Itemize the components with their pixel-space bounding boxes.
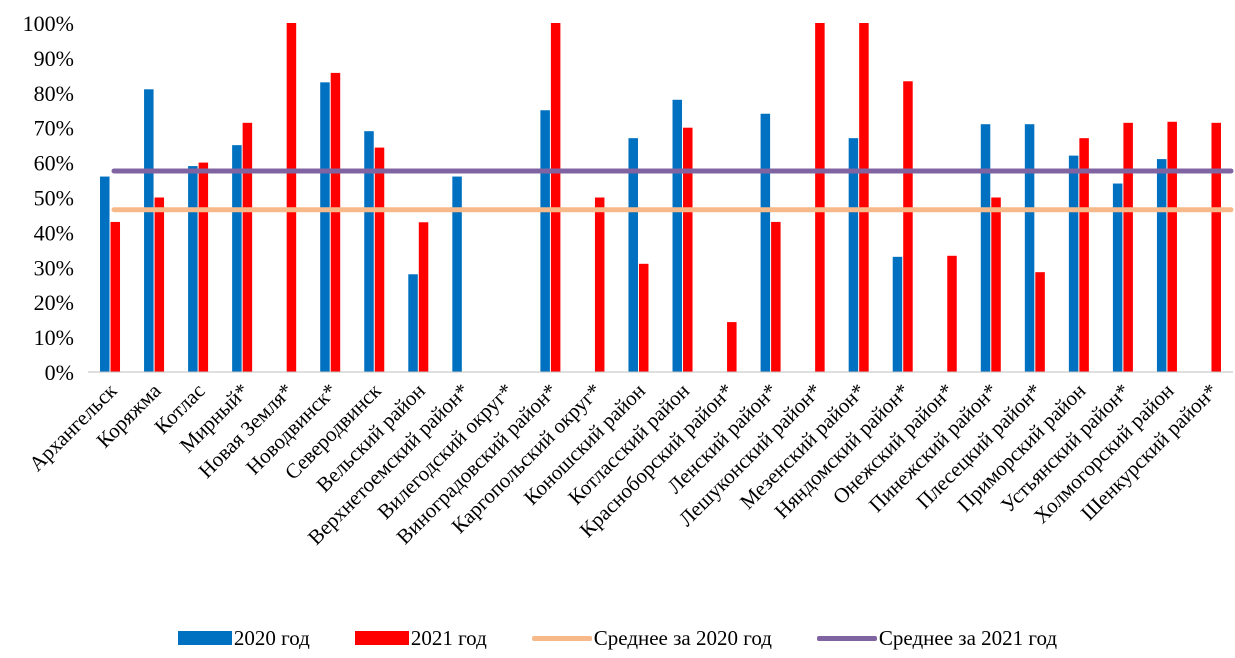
legend-label-2021: 2021 год: [410, 625, 487, 650]
bar-2021: [1035, 272, 1045, 372]
bar-2020: [1112, 183, 1123, 372]
bar-2021: [242, 122, 253, 373]
y-tick-label: 70%: [34, 116, 74, 141]
bar-2020: [892, 256, 903, 372]
legend-label-avg-2020: Среднее за 2020 год: [593, 625, 772, 650]
bar-2020: [364, 131, 374, 372]
bar-2021: [727, 322, 737, 372]
legend-item-avg-2020: Среднее за 2020 год: [531, 625, 772, 651]
bar-2021: [1167, 121, 1177, 372]
bar-2020: [320, 82, 330, 372]
bar-2020: [760, 113, 771, 373]
bar-2021: [815, 23, 825, 372]
legend-label-2020: 2020 год: [233, 625, 310, 650]
bar-2020: [980, 124, 991, 373]
bar-2020: [100, 176, 110, 372]
legend-item-2021: 2021 год: [354, 625, 487, 651]
y-tick-label: 80%: [34, 81, 74, 106]
bar-2020: [540, 110, 550, 372]
bar-2020: [628, 138, 638, 372]
bar-2020: [408, 274, 418, 372]
bar-2020: [144, 89, 154, 372]
bar-2020: [452, 176, 462, 372]
legend-item-2020: 2020 год: [177, 625, 310, 651]
bar-2021: [859, 23, 869, 372]
legend-swatch-avg-2020: [531, 635, 592, 641]
legend-swatch-2021: [354, 631, 409, 645]
y-tick-label: 0%: [45, 360, 74, 385]
bar-2021: [1211, 122, 1221, 373]
y-tick-label: 40%: [34, 220, 74, 245]
y-tick-label: 10%: [34, 325, 74, 350]
bar-2020: [1068, 155, 1079, 372]
bar-2021: [1079, 138, 1089, 372]
bar-2021: [154, 197, 165, 372]
bar-2021: [991, 197, 1001, 372]
y-tick-label: 100%: [23, 11, 74, 36]
bar-2021: [1123, 122, 1133, 373]
legend-item-avg-2021: Среднее за 2021 год: [816, 625, 1058, 651]
chart-legend: 2020 год 2021 год Среднее за 2020 год Ср…: [0, 620, 1235, 656]
bar-2020: [1024, 124, 1035, 373]
bar-2021: [550, 23, 561, 372]
bar-2020: [1156, 159, 1167, 372]
bar-2021: [198, 162, 209, 372]
bar-2021: [947, 255, 957, 372]
y-tick-label: 30%: [34, 255, 74, 280]
bar-2021: [110, 221, 121, 372]
legend-swatch-2020: [177, 631, 232, 645]
bar-2020: [848, 138, 859, 372]
bar-2021: [418, 222, 429, 372]
bar-2020: [188, 166, 198, 372]
bar-2021: [286, 23, 297, 372]
bar-2021: [594, 197, 605, 372]
bar-2021: [683, 127, 693, 372]
bar-2020: [232, 145, 242, 372]
y-tick-label: 20%: [34, 290, 74, 315]
bar-2021: [330, 72, 341, 373]
bar-chart: 0%10%20%30%40%50%60%70%80%90%100%Арханге…: [23, 11, 1234, 549]
bar-2021: [638, 263, 649, 372]
y-tick-label: 50%: [34, 186, 74, 211]
bar-2021: [771, 221, 781, 372]
bar-2021: [903, 81, 913, 373]
legend-label-avg-2021: Среднее за 2021 год: [878, 625, 1058, 650]
y-tick-label: 60%: [34, 151, 74, 176]
bar-2020: [672, 99, 683, 372]
bar-2021: [374, 147, 385, 372]
legend-swatch-avg-2021: [816, 635, 877, 641]
y-tick-label: 90%: [34, 46, 74, 71]
